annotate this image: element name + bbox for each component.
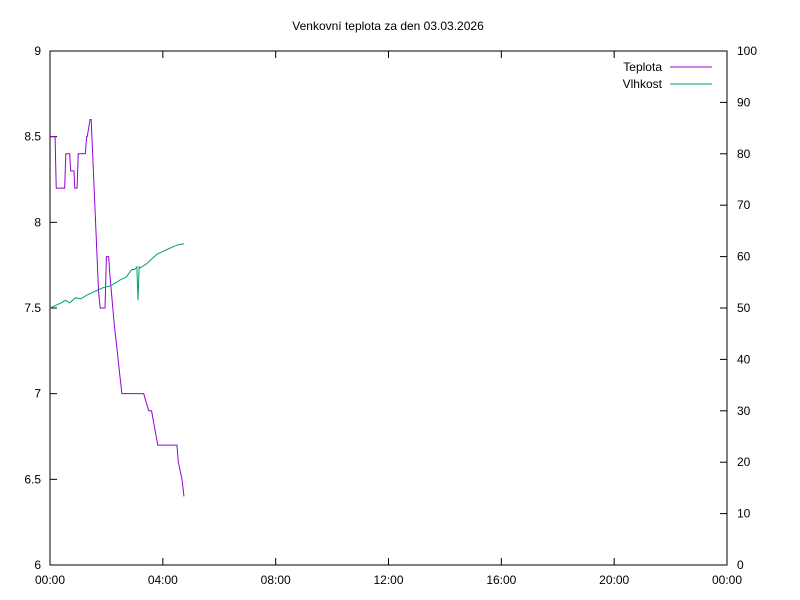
x-tick-label: 00:00 [712, 573, 742, 587]
x-tick-label: 08:00 [261, 573, 291, 587]
y-right-tick-label: 0 [737, 558, 744, 572]
y-right-tick-label: 40 [737, 352, 751, 366]
y-right-tick-label: 100 [737, 44, 757, 58]
y-left-tick-label: 8 [34, 215, 41, 229]
y-right-tick-label: 60 [737, 250, 751, 264]
y-left-tick-label: 6.5 [24, 472, 41, 486]
y-right-tick-label: 90 [737, 95, 751, 109]
y-left-tick-label: 9 [34, 44, 41, 58]
y-left-tick-label: 7 [34, 387, 41, 401]
y-left-tick-label: 7.5 [24, 301, 41, 315]
y-right-tick-label: 70 [737, 198, 751, 212]
y-left-tick-label: 8.5 [24, 130, 41, 144]
y-left-tick-label: 6 [34, 558, 41, 572]
series-line-vlhkost [49, 243, 185, 309]
legend-label-vlhkost: Vlhkost [623, 77, 663, 91]
series-line-teplota [50, 119, 185, 497]
y-right-tick-label: 80 [737, 147, 751, 161]
legend-label-teplota: Teplota [623, 60, 662, 74]
x-tick-label: 16:00 [486, 573, 516, 587]
y-right-tick-label: 50 [737, 301, 751, 315]
chart-title: Venkovní teplota za den 03.03.2026 [292, 19, 484, 33]
y-right-tick-label: 20 [737, 455, 751, 469]
y-right-tick-label: 30 [737, 404, 751, 418]
chart-legend: Teplota Vlhkost [623, 60, 712, 91]
y-right-tick-label: 10 [737, 507, 751, 521]
x-tick-label: 12:00 [373, 573, 403, 587]
x-tick-label: 20:00 [599, 573, 629, 587]
x-tick-label: 00:00 [35, 573, 65, 587]
chart-axes: 66.577.588.59010203040506070809010000:00… [24, 44, 757, 587]
x-tick-label: 04:00 [148, 573, 178, 587]
chart-series-layer [49, 119, 185, 497]
